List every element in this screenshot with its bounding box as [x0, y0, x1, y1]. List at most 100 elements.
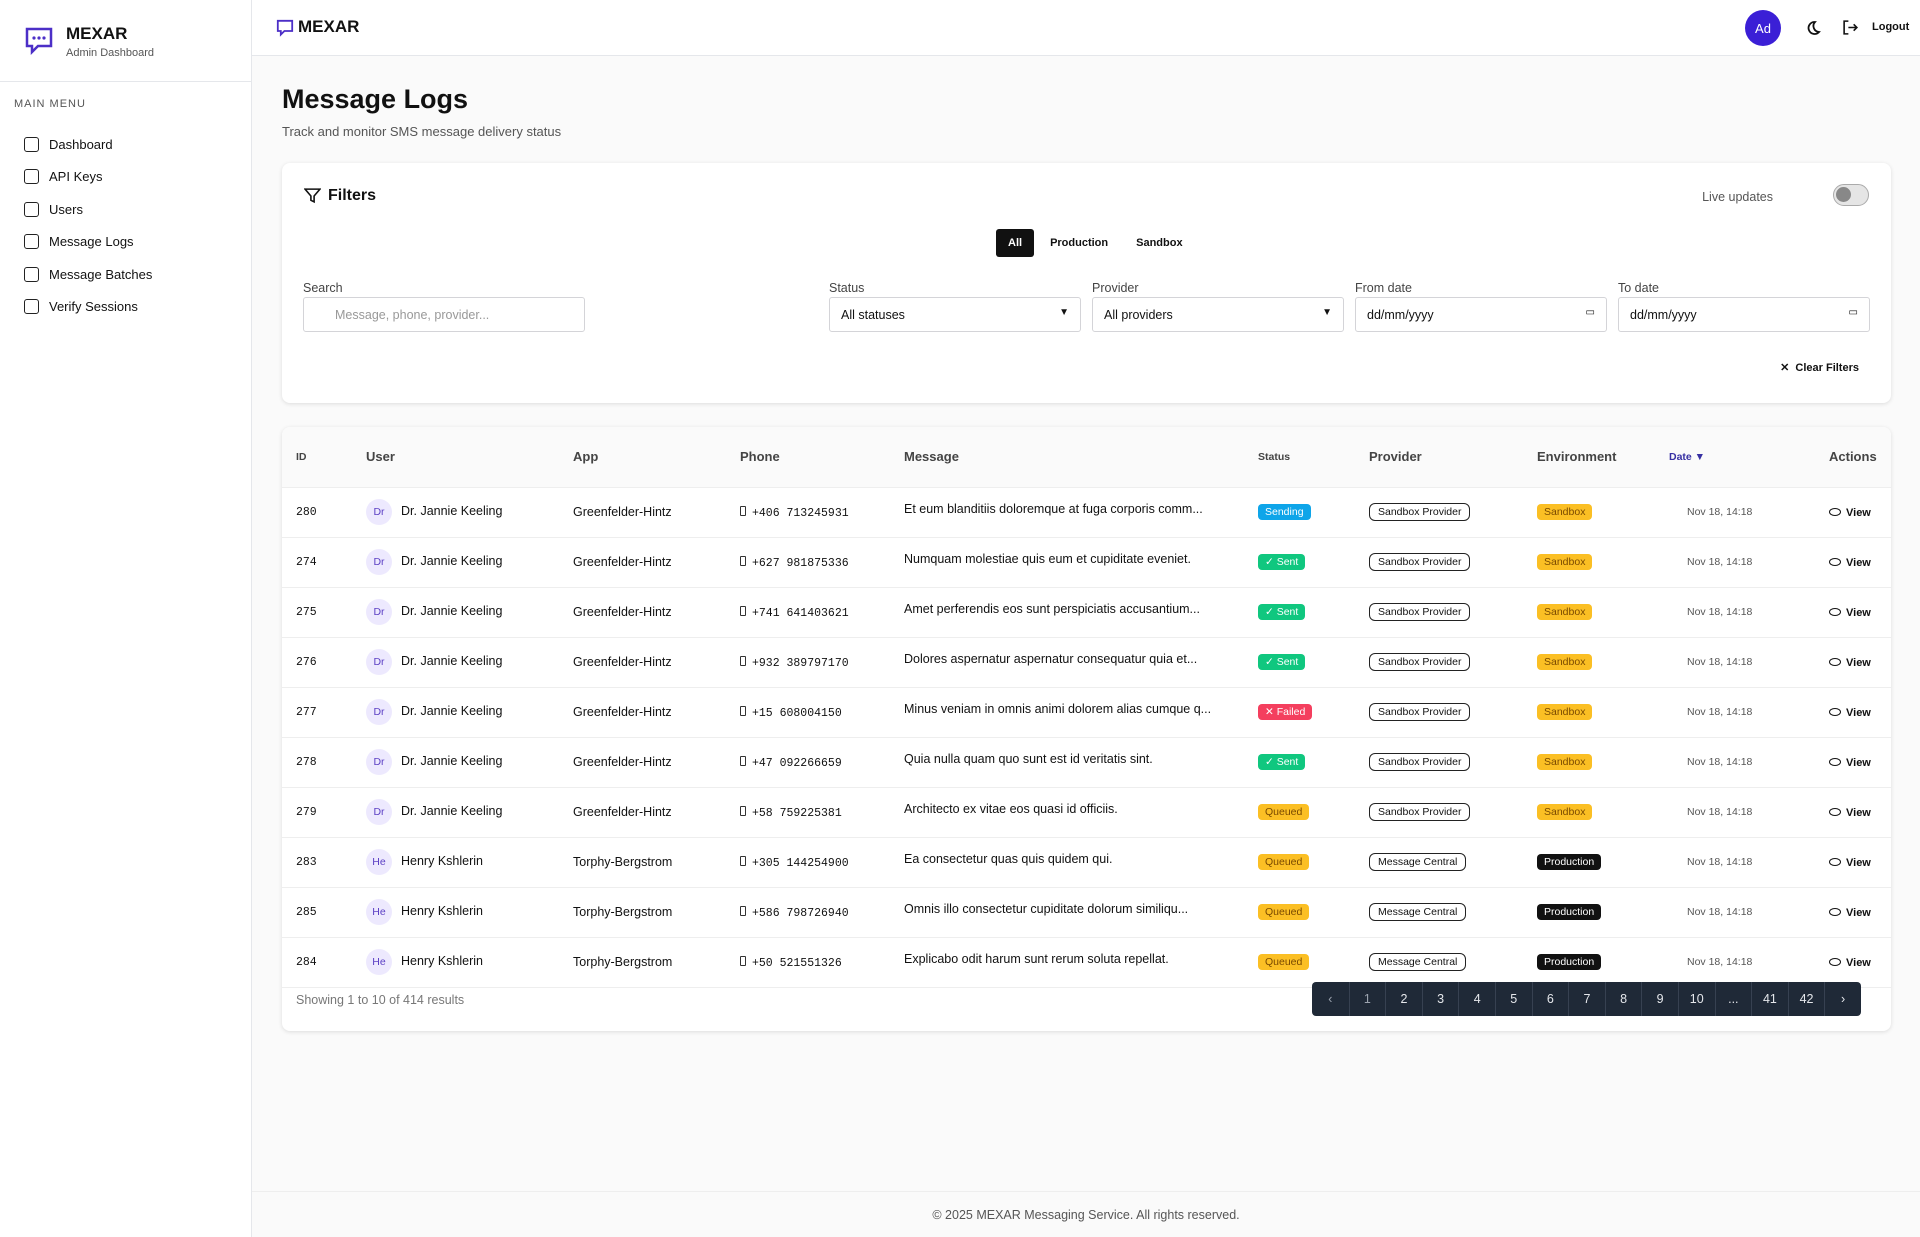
log-row: 284 He Henry Kshlerin Torphy-Bergstrom +50 5… [282, 937, 1891, 988]
page-button[interactable]: 42 [1787, 982, 1825, 1016]
user-name: Henry Kshlerin [401, 954, 483, 968]
app: Greenfelder-Hintz [559, 637, 726, 688]
message: Amet perferendis eos sunt perspiciatis a… [890, 587, 1244, 638]
filter-input[interactable]: All statuses ▼ [829, 297, 1081, 332]
user-cell: Dr Dr. Jannie Keeling [352, 537, 559, 588]
page-button[interactable]: 4 [1458, 982, 1495, 1016]
menu-item[interactable]: Message Batches [24, 258, 152, 291]
phone-cell: +50 521551326 [726, 937, 890, 988]
date: Nov 18, 14:18 [1655, 487, 1815, 538]
page-button[interactable]: 9 [1641, 982, 1678, 1016]
theme-toggle[interactable] [1805, 20, 1821, 36]
provider-cell: Sandbox Provider [1355, 787, 1523, 838]
view-action[interactable]: View [1846, 657, 1871, 669]
page-button[interactable]: 41 [1751, 982, 1788, 1016]
user-initials: He [366, 849, 392, 875]
clear-filters[interactable]: ✕ Clear Filters [1780, 361, 1859, 374]
menu-icon [24, 169, 39, 185]
view-action[interactable]: View [1846, 907, 1871, 919]
menu-item[interactable]: Verify Sessions [24, 291, 152, 324]
page-button[interactable]: 10 [1677, 982, 1715, 1016]
field-label: From date [1355, 281, 1412, 295]
app: Greenfelder-Hintz [559, 687, 726, 738]
page-button[interactable]: 6 [1531, 982, 1569, 1016]
env-tab[interactable]: All [996, 229, 1035, 257]
env-tab[interactable]: Sandbox [1136, 237, 1183, 249]
view-action[interactable]: View [1846, 957, 1871, 969]
phone-icon [740, 855, 746, 866]
phone-icon [740, 655, 746, 666]
env-badge: Sandbox [1537, 554, 1593, 570]
status-cell: ✓ Sent [1244, 737, 1355, 788]
date: Nov 18, 14:18 [1655, 587, 1815, 638]
phone: +627 981875336 [752, 556, 849, 570]
provider-cell: Sandbox Provider [1355, 687, 1523, 738]
search-input[interactable]: Message, phone, provider... [303, 297, 585, 332]
avatar[interactable]: Ad [1745, 10, 1781, 46]
action-cell: View [1815, 687, 1891, 738]
id: 284 [282, 937, 352, 988]
user-initials: Dr [366, 599, 392, 625]
log-row: 283 He Henry Kshlerin Torphy-Bergstrom +305 … [282, 837, 1891, 888]
page-button[interactable]: 7 [1568, 982, 1605, 1016]
filters-title: Filters [328, 187, 377, 204]
provider-badge: Sandbox Provider [1369, 553, 1471, 571]
env-cell: Sandbox [1523, 787, 1655, 838]
view-action[interactable]: View [1846, 507, 1871, 519]
filter-input[interactable]: dd/mm/yyyy ▭ [1355, 297, 1607, 332]
status-badge: ✓ Sent [1258, 604, 1306, 620]
status-cell: ✕ Failed [1244, 687, 1355, 738]
view-action[interactable]: View [1846, 757, 1871, 769]
menu-label: Message Batches [49, 266, 153, 282]
menu-item[interactable]: API Keys [24, 161, 152, 194]
filter-value: All providers [1104, 308, 1173, 322]
user-initials: Dr [366, 649, 392, 675]
env-cell: Sandbox [1523, 537, 1655, 588]
view-action[interactable]: View [1846, 607, 1871, 619]
provider-badge: Message Central [1369, 903, 1467, 921]
view-action[interactable]: View [1846, 857, 1871, 869]
next-page[interactable]: › [1824, 982, 1861, 1016]
phone-icon [740, 705, 746, 716]
menu-icon [24, 201, 39, 217]
env-tab[interactable]: Production [1050, 237, 1109, 249]
page-subtitle: Track and monitor SMS message delivery s… [282, 124, 562, 139]
action-cell: View [1815, 837, 1891, 888]
env-badge: Production [1537, 854, 1602, 870]
menu-item[interactable]: Dashboard [24, 128, 152, 161]
message: Architecto ex vitae eos quasi id officii… [890, 787, 1244, 838]
user-name: Dr. Jannie Keeling [401, 654, 503, 668]
log-table: ID User App Phone Message Status Provider Envir… [282, 427, 1891, 988]
phone-icon [740, 605, 746, 616]
page-button[interactable]: 3 [1421, 982, 1459, 1016]
date: Nov 18, 14:18 [1655, 637, 1815, 688]
page-button[interactable]: ... [1714, 982, 1752, 1016]
filter-input[interactable]: All providers ▼ [1092, 297, 1344, 332]
status-badge: Queued [1258, 854, 1310, 870]
prev-page[interactable]: ‹ [1328, 992, 1333, 1006]
action-cell: View [1815, 887, 1891, 938]
view-action[interactable]: View [1846, 557, 1871, 569]
logout[interactable]: Logout [1872, 21, 1910, 33]
user-name: Dr. Jannie Keeling [401, 804, 503, 818]
column-header: Actions [1815, 427, 1891, 488]
filter-input[interactable]: dd/mm/yyyy ▭ [1618, 297, 1870, 332]
menu-label: Users [49, 201, 83, 217]
menu-item[interactable]: Message Logs [24, 226, 152, 259]
page-button[interactable]: 8 [1604, 982, 1642, 1016]
env-cell: Sandbox [1523, 737, 1655, 788]
view-action[interactable]: View [1846, 707, 1871, 719]
provider-cell: Sandbox Provider [1355, 537, 1523, 588]
app: Greenfelder-Hintz [559, 787, 726, 838]
live-toggle[interactable] [1833, 184, 1869, 206]
menu-item[interactable]: Users [24, 193, 152, 226]
view-icon [1829, 558, 1841, 566]
topbar: MEXAR Ad Logout [252, 0, 1920, 56]
log-row: 274 Dr Dr. Jannie Keeling Greenfelder-Hintz… [282, 537, 1891, 588]
page-button[interactable]: 2 [1385, 982, 1422, 1016]
app: Greenfelder-Hintz [559, 737, 726, 788]
page-button[interactable]: 5 [1494, 982, 1532, 1016]
phone-cell: +586 798726940 [726, 887, 890, 938]
view-action[interactable]: View [1846, 807, 1871, 819]
page-button[interactable]: 1 [1348, 982, 1386, 1016]
